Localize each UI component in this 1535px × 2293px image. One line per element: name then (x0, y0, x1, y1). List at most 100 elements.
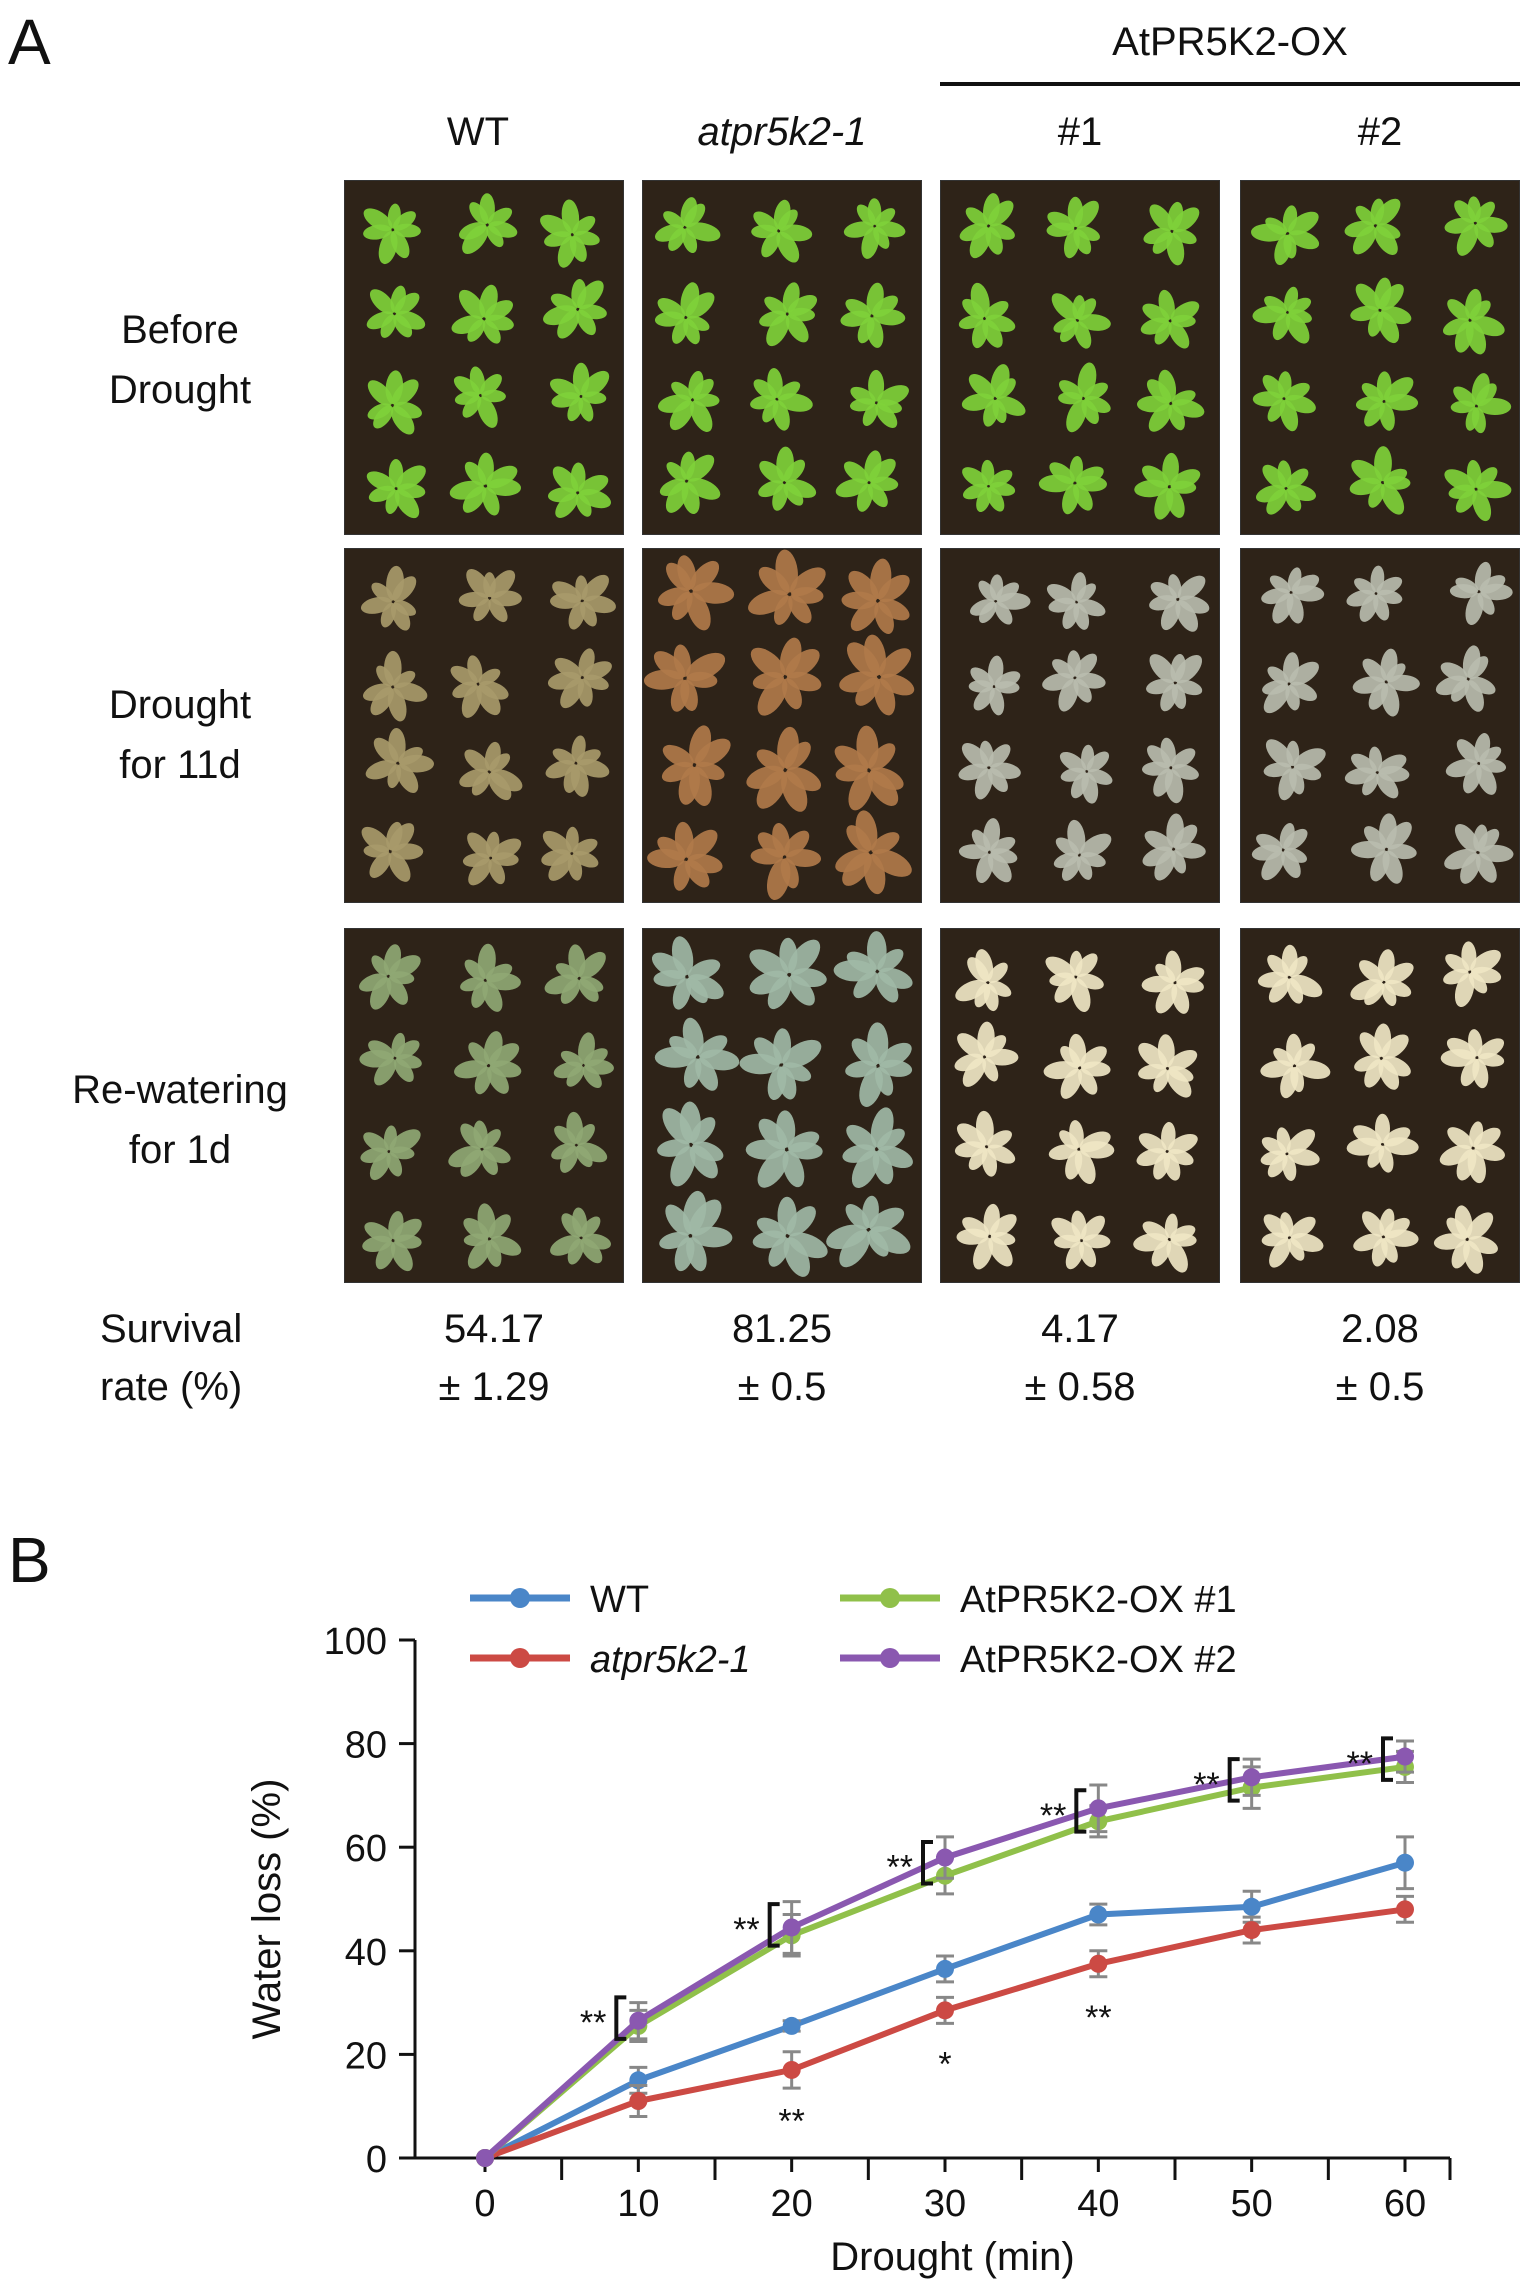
leaf (1154, 488, 1174, 520)
leaf (1142, 465, 1170, 488)
leaf (1084, 382, 1108, 401)
y-tick-label: 60 (345, 1828, 387, 1870)
rosette-plant (451, 284, 514, 344)
rosette-plant (359, 1032, 422, 1086)
leaf (393, 1218, 422, 1242)
significance-marker: ** (733, 1911, 759, 1949)
leaf (1344, 220, 1375, 238)
leaf (485, 963, 513, 983)
leaf (1362, 1211, 1385, 1237)
leaf (654, 224, 684, 242)
leaf (669, 1036, 698, 1059)
x-tick-label: 20 (771, 2183, 813, 2225)
leaf (388, 728, 406, 762)
rosette-plant (1349, 446, 1411, 515)
significance-marker: ** (887, 1849, 913, 1887)
leaf (392, 576, 417, 602)
leaf (848, 570, 879, 602)
leaf (572, 215, 596, 236)
leaf (878, 598, 910, 621)
rosette-plant (835, 450, 899, 512)
leaf (663, 211, 685, 229)
x-tick-label: 60 (1384, 2183, 1426, 2225)
leaf (395, 1040, 420, 1060)
leaf (1074, 321, 1092, 349)
rosette-plant (360, 565, 417, 631)
leaf (970, 667, 994, 688)
leaf (1364, 401, 1385, 427)
leaf (1473, 1127, 1501, 1150)
leaf (1287, 1238, 1305, 1261)
leaf (458, 289, 486, 319)
leaf (1273, 1048, 1295, 1067)
leaf (581, 574, 609, 602)
leaf (578, 951, 606, 979)
leaf (962, 1057, 987, 1087)
leaf (580, 1238, 603, 1264)
leaf (578, 978, 599, 1002)
y-axis-label: Water loss (%) (245, 1779, 289, 2040)
rosette-plant (1353, 1208, 1419, 1267)
leaf (1079, 1046, 1107, 1069)
rosette-plant (958, 818, 1018, 884)
leaf (1474, 223, 1494, 248)
rosette-plant (1142, 813, 1206, 881)
leaf (875, 972, 899, 1003)
leaf (1351, 753, 1377, 774)
survival-sd: ± 0.5 (737, 1365, 827, 1409)
leaf (686, 652, 726, 682)
row-label-before-line1: Before (121, 308, 239, 352)
leaf (450, 665, 478, 686)
leaf (575, 493, 592, 517)
leaf (746, 765, 784, 789)
leaf (375, 1241, 396, 1270)
leaf (756, 749, 785, 772)
rosette-plant (545, 735, 610, 797)
leaf (1290, 974, 1323, 998)
rosette-plant (362, 1211, 422, 1272)
leaf (965, 207, 989, 227)
rosette-plant (1444, 459, 1512, 522)
leaf (673, 860, 691, 891)
leaf (1295, 1060, 1331, 1079)
leaf (396, 465, 426, 490)
leaf (1276, 1127, 1291, 1153)
leaf (583, 661, 612, 681)
leaf (1442, 317, 1470, 336)
rosette-plant (958, 282, 1016, 349)
leaf (850, 386, 876, 405)
leaf (666, 462, 687, 482)
rosette-plant (1444, 196, 1508, 256)
leaf (1477, 828, 1500, 853)
data-point (782, 2060, 801, 2079)
leaf (1138, 1133, 1167, 1154)
plant-tray-photo (642, 928, 922, 1283)
leaf (1464, 680, 1484, 712)
leaf (551, 1143, 576, 1160)
plant-tray-drawing (958, 193, 1205, 520)
rosette-plant (750, 823, 822, 901)
leaf (364, 1222, 393, 1243)
leaf (1278, 768, 1297, 801)
leaf (877, 948, 904, 973)
leaf (1157, 1034, 1175, 1068)
leaf (371, 955, 390, 977)
leaf (1354, 1055, 1381, 1072)
leaf (1138, 1042, 1168, 1070)
data-point (782, 1918, 801, 1937)
leaf (867, 1229, 889, 1257)
leaf (788, 594, 812, 624)
rosette-plant (360, 1125, 421, 1181)
significance-bracket (1074, 1788, 1087, 1834)
leaf (560, 1050, 583, 1067)
panel-b-letter: B (8, 1524, 51, 1596)
leaf (1143, 227, 1171, 245)
leaf (987, 962, 1008, 983)
rosette-plant (956, 1203, 1017, 1270)
plant-tray-drawing (359, 943, 614, 1272)
rosette-plant (458, 568, 522, 623)
rosette-plant (1261, 1212, 1324, 1268)
rosette-plant (841, 558, 910, 634)
leaf (1289, 1216, 1316, 1239)
rosette-plant (1059, 744, 1113, 804)
